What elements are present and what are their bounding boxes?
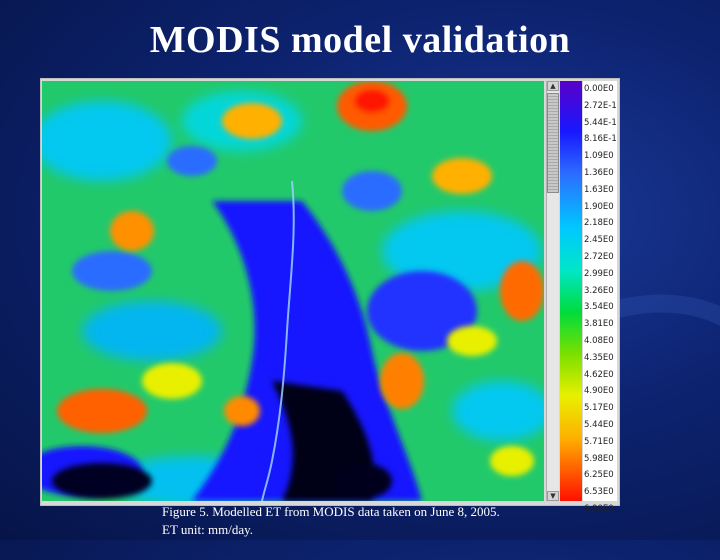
legend-value: 2.72E0 [584,251,614,262]
color-scale-bar [560,81,582,501]
figure-caption: Figure 5. Modelled ET from MODIS data ta… [162,504,500,537]
legend-value: 3.54E0 [584,302,614,313]
legend-value: 6.53E0 [584,487,614,498]
legend-value: 5.98E0 [584,453,614,464]
vertical-scrollbar[interactable]: ▲ ▼ [546,81,559,501]
legend-value: 5.44E0 [584,419,614,430]
legend-value: 5.71E0 [584,436,614,447]
et-map-image [42,81,544,501]
et-map-graphic [42,81,544,501]
legend-value: 6.90E0 [584,503,614,514]
legend-value: 2.72E-1 [584,100,617,111]
legend-value: 8.16E-1 [584,134,617,145]
slide-title: MODIS model validation [149,19,571,61]
legend-value: 4.62E0 [584,369,614,380]
legend-value: 5.17E0 [584,403,614,414]
legend-value: 1.90E0 [584,201,614,212]
legend-value: 3.26E0 [584,285,614,296]
scroll-down-icon[interactable]: ▼ [547,491,559,501]
color-scale-legend: 0.00E0 2.72E-1 5.44E-1 8.16E-1 1.09E0 1.36E0 1… [583,81,617,514]
scroll-up-icon[interactable]: ▲ [547,81,559,91]
legend-value: 1.09E0 [584,151,614,162]
legend-value: 1.36E0 [584,167,614,178]
legend-value: 3.81E0 [584,319,614,330]
legend-value: 4.35E0 [584,352,614,363]
legend-value: 4.08E0 [584,335,614,346]
legend-value: 2.99E0 [584,268,614,279]
scroll-thumb[interactable] [547,93,559,193]
legend-value: 5.44E-1 [584,117,617,128]
map-window: ▲ ▼ 0.00E0 2.72E-1 5.44E-1 8.16E-1 1.09E0 1.3… [40,78,620,514]
legend-value: 1.63E0 [584,184,614,195]
legend-value: 0.00E0 [584,84,614,94]
legend-value: 2.45E0 [584,235,614,246]
legend-value: 2.18E0 [584,218,614,229]
legend-value: 4.90E0 [584,386,614,397]
legend-value: 6.25E0 [584,470,614,481]
